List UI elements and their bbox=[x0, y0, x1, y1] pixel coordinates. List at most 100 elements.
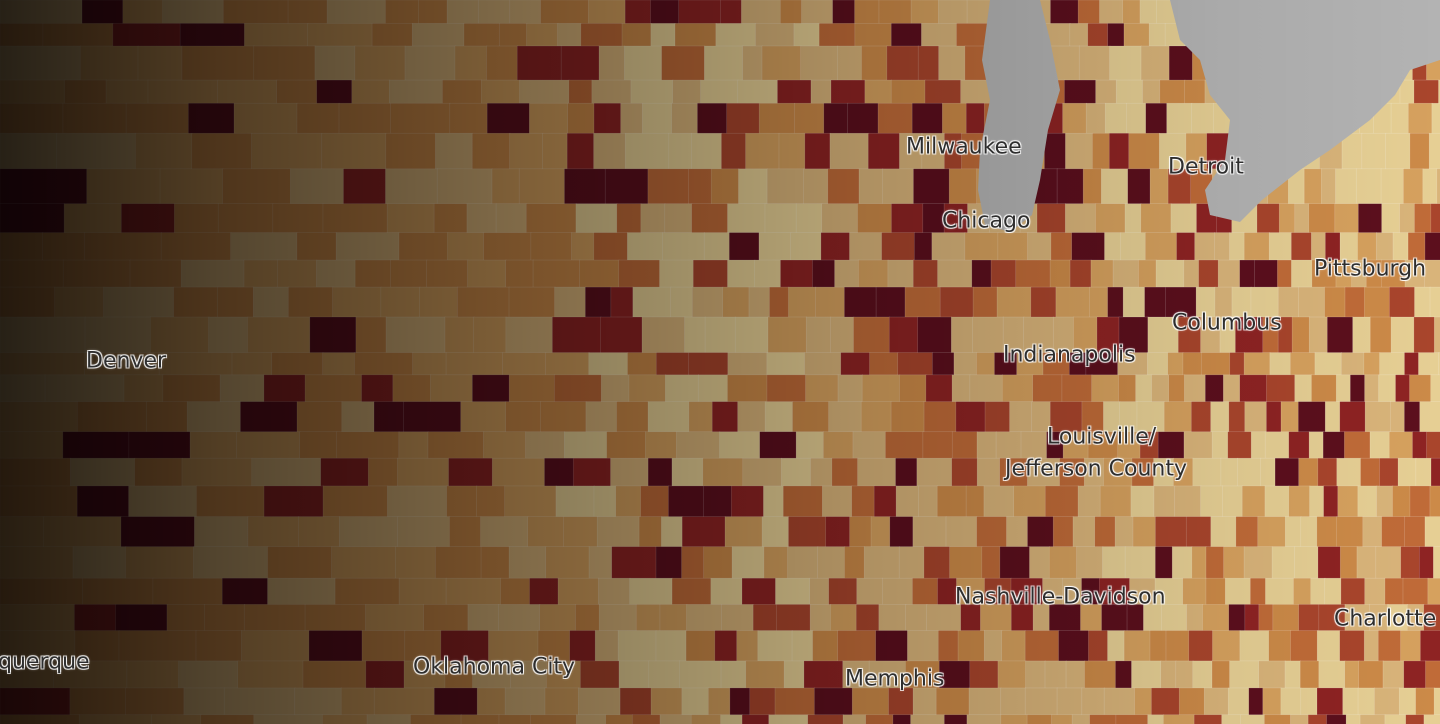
county-polygon[interactable] bbox=[445, 577, 502, 606]
county-polygon[interactable] bbox=[714, 630, 738, 662]
county-polygon[interactable] bbox=[761, 516, 790, 548]
county-polygon[interactable] bbox=[518, 168, 566, 205]
county-polygon[interactable] bbox=[932, 352, 955, 376]
county-polygon[interactable] bbox=[1402, 577, 1429, 606]
county-polygon[interactable] bbox=[969, 660, 999, 689]
county-polygon[interactable] bbox=[615, 485, 642, 518]
county-polygon[interactable] bbox=[1280, 687, 1302, 716]
county-polygon[interactable] bbox=[1163, 401, 1193, 433]
county-polygon[interactable] bbox=[366, 714, 412, 724]
county-polygon[interactable] bbox=[681, 687, 710, 716]
county-polygon[interactable] bbox=[729, 687, 751, 716]
county-polygon[interactable] bbox=[1379, 457, 1399, 487]
county-polygon[interactable] bbox=[1124, 203, 1142, 234]
county-polygon[interactable] bbox=[1388, 431, 1414, 459]
county-polygon[interactable] bbox=[840, 352, 871, 376]
county-polygon[interactable] bbox=[200, 714, 255, 724]
county-polygon[interactable] bbox=[208, 316, 249, 354]
county-polygon[interactable] bbox=[1339, 630, 1366, 662]
county-polygon[interactable] bbox=[1336, 457, 1362, 487]
county-polygon[interactable] bbox=[844, 286, 877, 318]
county-polygon[interactable] bbox=[389, 79, 444, 105]
county-polygon[interactable] bbox=[1050, 232, 1073, 261]
county-polygon[interactable] bbox=[943, 714, 968, 724]
county-polygon[interactable] bbox=[837, 630, 877, 662]
county-polygon[interactable] bbox=[271, 352, 324, 376]
county-polygon[interactable] bbox=[1309, 485, 1325, 518]
county-polygon[interactable] bbox=[1202, 604, 1230, 632]
county-polygon[interactable] bbox=[1424, 259, 1440, 288]
county-polygon[interactable] bbox=[1095, 203, 1126, 234]
county-polygon[interactable] bbox=[648, 660, 681, 689]
county-polygon[interactable] bbox=[857, 203, 893, 234]
county-polygon[interactable] bbox=[1414, 286, 1431, 318]
county-polygon[interactable] bbox=[924, 79, 962, 105]
county-polygon[interactable] bbox=[42, 23, 114, 47]
county-polygon[interactable] bbox=[631, 714, 661, 724]
county-polygon[interactable] bbox=[645, 431, 678, 459]
county-polygon[interactable] bbox=[263, 374, 306, 403]
county-polygon[interactable] bbox=[1399, 203, 1416, 234]
county-polygon[interactable] bbox=[647, 401, 690, 433]
county-polygon[interactable] bbox=[1335, 168, 1358, 205]
county-polygon[interactable] bbox=[1112, 259, 1140, 288]
county-polygon[interactable] bbox=[1303, 168, 1323, 205]
county-polygon[interactable] bbox=[885, 431, 924, 459]
county-polygon[interactable] bbox=[710, 168, 740, 205]
county-polygon[interactable] bbox=[361, 374, 394, 403]
county-polygon[interactable] bbox=[627, 232, 664, 261]
county-polygon[interactable] bbox=[1428, 132, 1440, 170]
county-polygon[interactable] bbox=[1223, 546, 1245, 579]
county-polygon[interactable] bbox=[659, 714, 692, 724]
county-polygon[interactable] bbox=[426, 259, 469, 288]
county-polygon[interactable] bbox=[1400, 630, 1422, 662]
county-polygon[interactable] bbox=[445, 352, 504, 376]
county-polygon[interactable] bbox=[593, 132, 627, 170]
county-polygon[interactable] bbox=[854, 0, 880, 25]
county-polygon[interactable] bbox=[858, 259, 889, 288]
county-polygon[interactable] bbox=[1308, 431, 1324, 459]
county-polygon[interactable] bbox=[354, 259, 392, 288]
county-polygon[interactable] bbox=[665, 374, 700, 403]
county-polygon[interactable] bbox=[544, 457, 575, 487]
county-polygon[interactable] bbox=[76, 401, 148, 433]
county-polygon[interactable] bbox=[84, 232, 162, 261]
county-polygon[interactable] bbox=[776, 604, 811, 632]
county-polygon[interactable] bbox=[237, 660, 304, 689]
county-polygon[interactable] bbox=[1132, 516, 1157, 548]
county-polygon[interactable] bbox=[1384, 714, 1407, 724]
county-polygon[interactable] bbox=[0, 203, 65, 234]
county-polygon[interactable] bbox=[128, 485, 198, 518]
county-polygon[interactable] bbox=[191, 132, 253, 170]
county-polygon[interactable] bbox=[600, 316, 643, 354]
county-polygon[interactable] bbox=[620, 102, 644, 135]
county-polygon[interactable] bbox=[710, 577, 743, 606]
county-polygon[interactable] bbox=[897, 352, 934, 376]
county-polygon[interactable] bbox=[1123, 630, 1151, 662]
county-polygon[interactable] bbox=[135, 132, 193, 170]
county-polygon[interactable] bbox=[1228, 401, 1246, 433]
county-polygon[interactable] bbox=[0, 102, 64, 135]
county-polygon[interactable] bbox=[807, 714, 844, 724]
county-polygon[interactable] bbox=[1377, 630, 1402, 662]
county-polygon[interactable] bbox=[1412, 431, 1428, 459]
county-polygon[interactable] bbox=[591, 79, 632, 105]
county-polygon[interactable] bbox=[0, 401, 79, 433]
county-polygon[interactable] bbox=[831, 457, 859, 487]
county-polygon[interactable] bbox=[870, 516, 891, 548]
county-polygon[interactable] bbox=[895, 485, 920, 518]
county-polygon[interactable] bbox=[830, 79, 866, 105]
county-polygon[interactable] bbox=[525, 431, 566, 459]
county-polygon[interactable] bbox=[221, 577, 269, 606]
county-polygon[interactable] bbox=[1349, 374, 1366, 403]
county-polygon[interactable] bbox=[385, 0, 420, 25]
county-polygon[interactable] bbox=[1131, 660, 1162, 689]
county-polygon[interactable] bbox=[738, 168, 768, 205]
county-polygon[interactable] bbox=[1266, 374, 1296, 403]
county-polygon[interactable] bbox=[125, 102, 190, 135]
county-polygon[interactable] bbox=[763, 485, 785, 518]
county-polygon[interactable] bbox=[179, 23, 246, 47]
county-polygon[interactable] bbox=[688, 401, 714, 433]
county-polygon[interactable] bbox=[1409, 485, 1431, 518]
county-polygon[interactable] bbox=[624, 0, 652, 25]
